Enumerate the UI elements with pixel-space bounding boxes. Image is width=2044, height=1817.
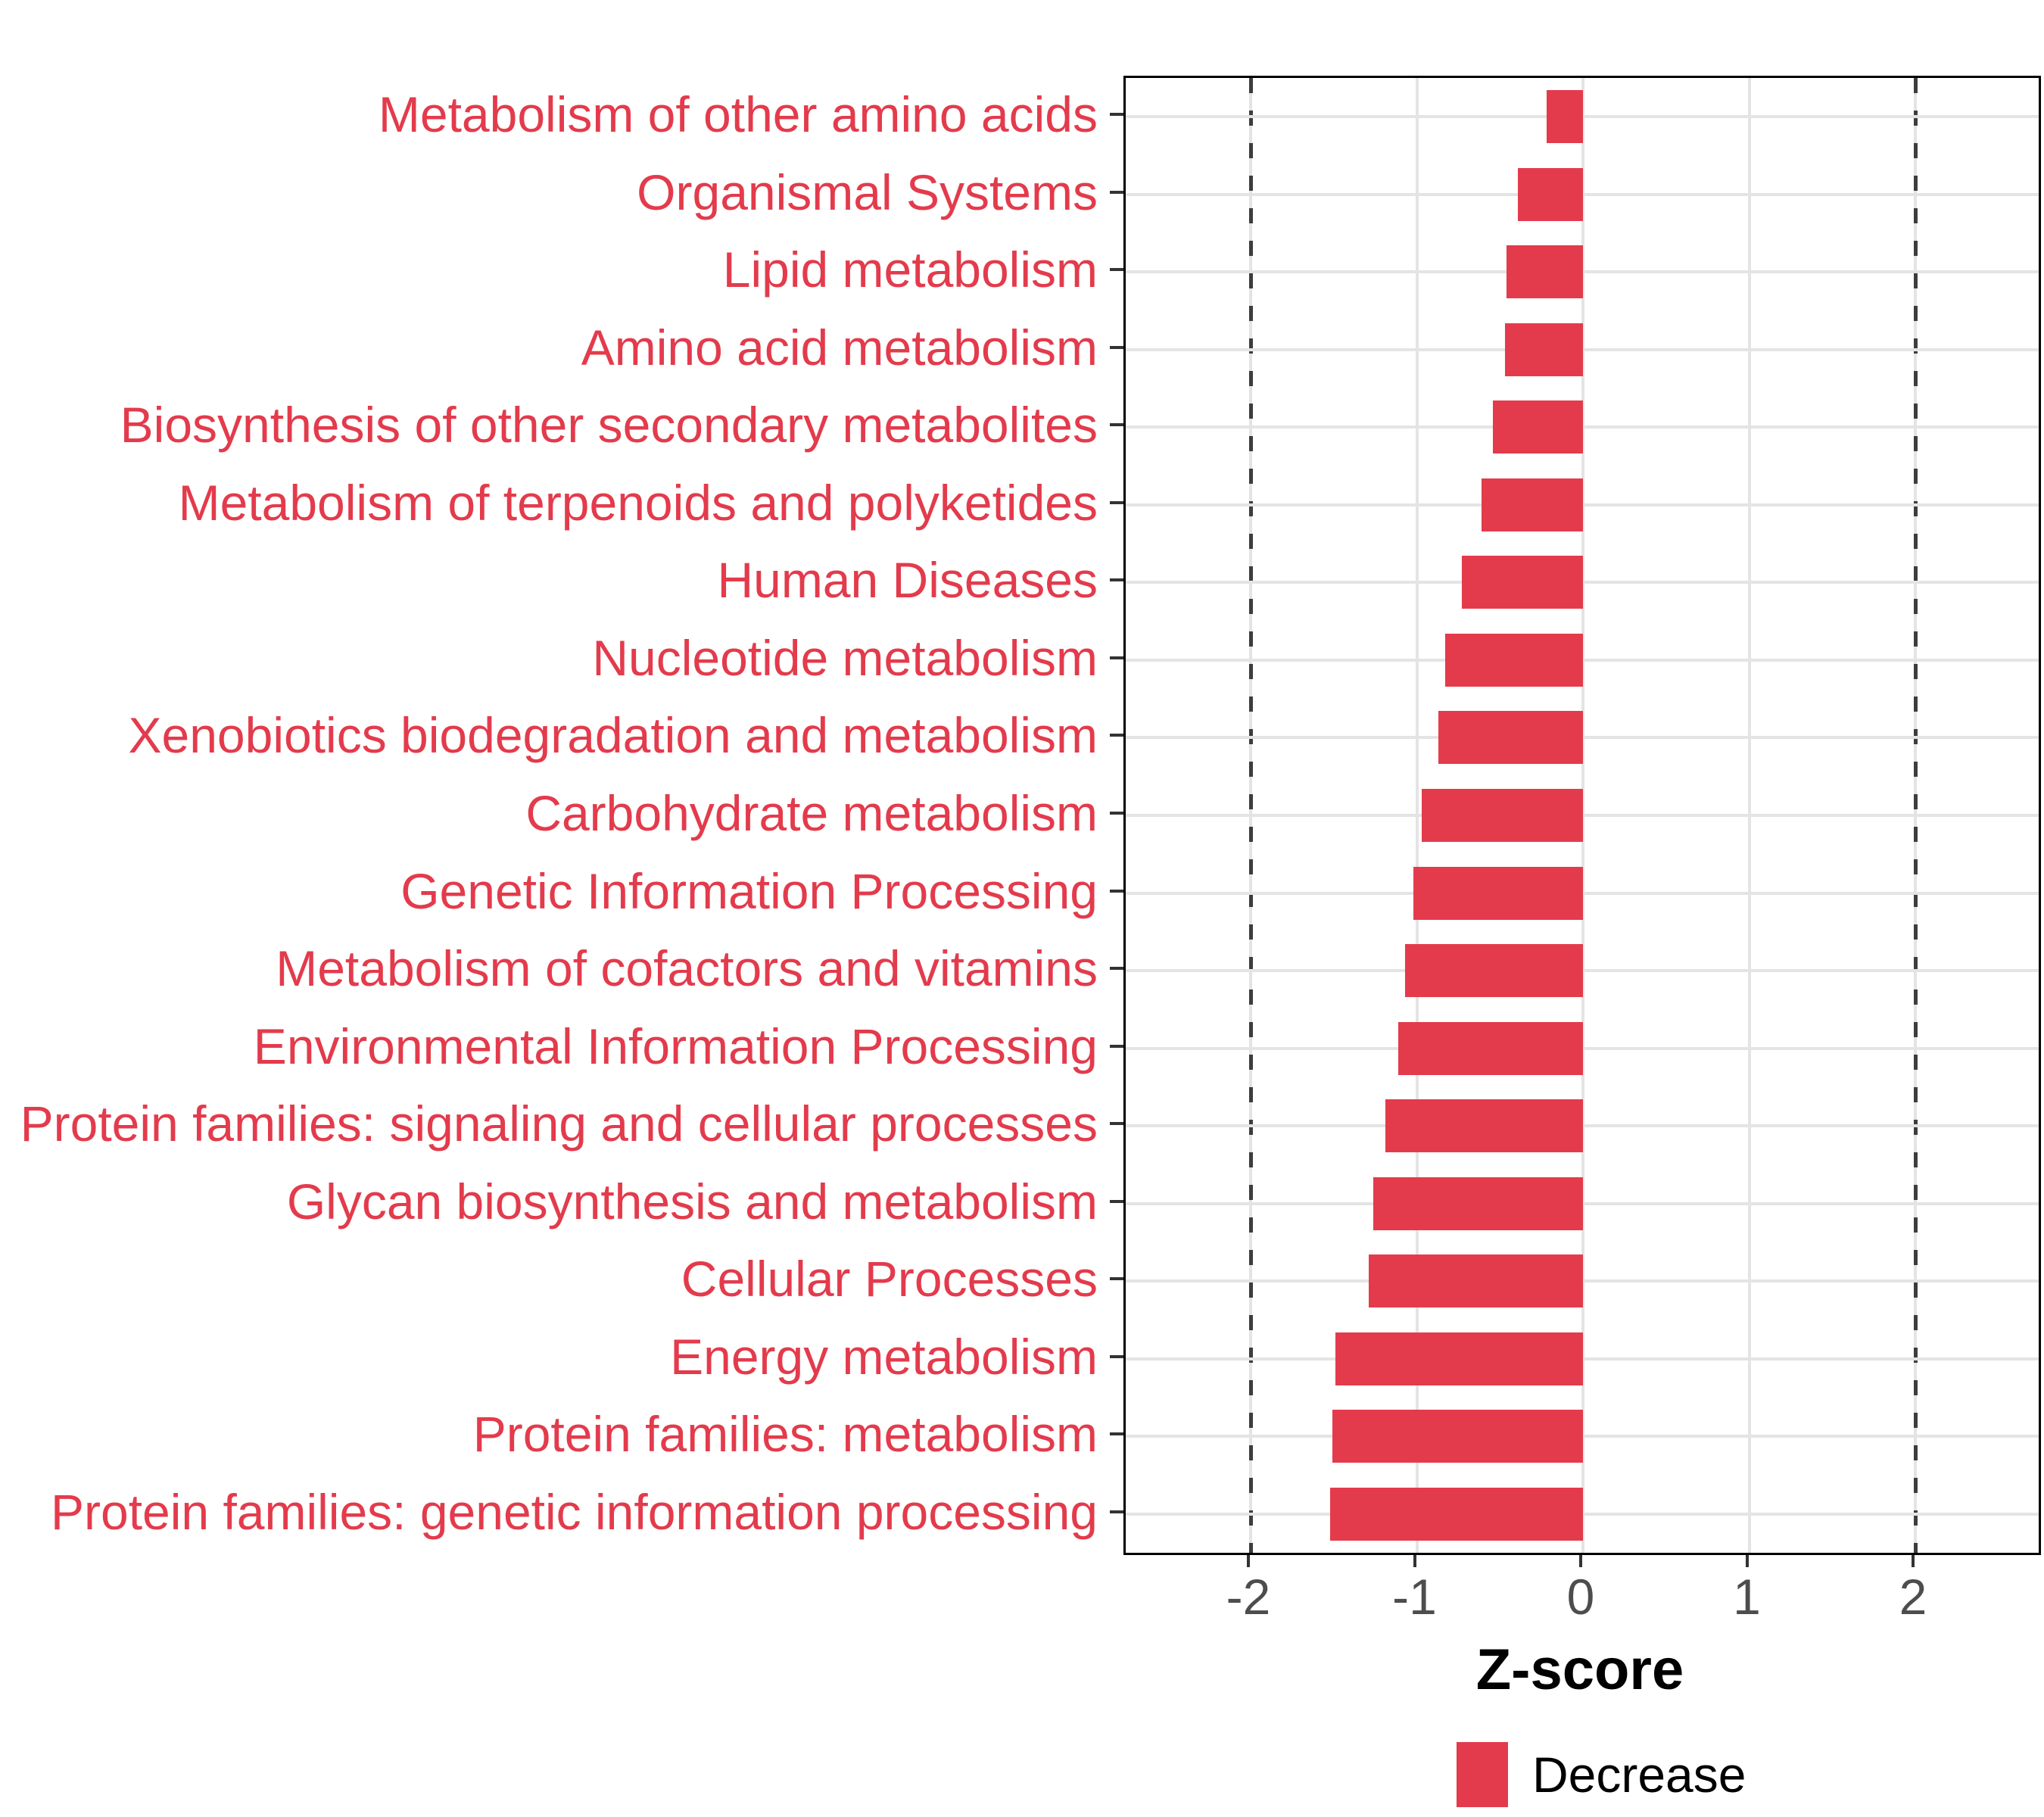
- x-tick: [1413, 1555, 1416, 1567]
- bar-16: [1368, 1254, 1583, 1308]
- category-label: Cellular Processes: [681, 1251, 1098, 1307]
- bar-4: [1504, 323, 1583, 376]
- y-tick: [1110, 1199, 1123, 1203]
- y-tick: [1110, 423, 1123, 427]
- y-tick: [1110, 1122, 1123, 1126]
- x-tick: [1745, 1555, 1749, 1567]
- legend: Decrease: [1457, 1741, 1746, 1808]
- category-label: Protein families: genetic information pr…: [50, 1483, 1098, 1540]
- bar-9: [1438, 711, 1583, 765]
- bar-1: [1546, 90, 1583, 144]
- bar-7: [1461, 556, 1583, 609]
- y-tick: [1110, 656, 1123, 659]
- bar-19: [1330, 1487, 1583, 1541]
- bar-8: [1444, 633, 1583, 687]
- y-tick: [1110, 113, 1123, 117]
- category-label: Biosynthesis of other secondary metaboli…: [120, 397, 1098, 453]
- y-tick: [1110, 578, 1123, 582]
- y-tick: [1110, 1510, 1123, 1513]
- category-label: Xenobiotics biodegradation and metabolis…: [128, 707, 1098, 764]
- category-label: Environmental Information Processing: [253, 1018, 1098, 1074]
- category-label: Metabolism of terpenoids and polyketides: [178, 474, 1098, 531]
- bar-3: [1507, 245, 1583, 299]
- y-tick: [1110, 1354, 1123, 1358]
- x-tick: [1247, 1555, 1250, 1567]
- category-label: Protein families: signaling and cellular…: [20, 1095, 1098, 1152]
- category-label: Protein families: metabolism: [472, 1406, 1098, 1463]
- category-label: Energy metabolism: [670, 1328, 1098, 1385]
- category-label: Nucleotide metabolism: [592, 629, 1098, 686]
- category-label: Glycan biosynthesis and metabolism: [286, 1173, 1098, 1230]
- bar-6: [1482, 478, 1583, 531]
- bar-2: [1518, 167, 1583, 221]
- y-tick: [1110, 1277, 1123, 1281]
- bar-10: [1422, 789, 1583, 842]
- x-tick: [1579, 1555, 1582, 1567]
- x-tick-label: -2: [1226, 1569, 1271, 1625]
- bar-5: [1493, 400, 1583, 454]
- x-tick: [1912, 1555, 1915, 1567]
- category-label: Amino acid metabolism: [581, 319, 1098, 376]
- y-tick: [1110, 1044, 1123, 1048]
- plot-panel: [1123, 76, 2041, 1555]
- y-tick: [1110, 268, 1123, 272]
- y-tick: [1110, 345, 1123, 349]
- category-label: Genetic Information Processing: [400, 862, 1098, 919]
- bar-12: [1405, 944, 1583, 998]
- legend-key-decrease-swatch: [1457, 1742, 1508, 1807]
- category-label: Human Diseases: [717, 552, 1098, 609]
- y-tick: [1110, 500, 1123, 504]
- category-label: Metabolism of cofactors and vitamins: [276, 940, 1098, 997]
- bar-14: [1385, 1099, 1583, 1153]
- category-label: Metabolism of other amino acids: [378, 86, 1098, 143]
- y-tick: [1110, 1432, 1123, 1436]
- y-tick: [1110, 734, 1123, 737]
- y-tick: [1110, 967, 1123, 971]
- x-tick-label: 0: [1566, 1569, 1595, 1625]
- bar-15: [1373, 1177, 1583, 1230]
- x-tick-label: 1: [1733, 1569, 1761, 1625]
- category-label: Carbohydrate metabolism: [525, 785, 1098, 841]
- category-label: Organismal Systems: [637, 164, 1098, 220]
- y-tick: [1110, 889, 1123, 893]
- x-axis-title: Z-score: [1475, 1638, 1684, 1702]
- y-tick: [1110, 190, 1123, 194]
- bar-17: [1335, 1332, 1583, 1385]
- category-label: Lipid metabolism: [722, 242, 1098, 298]
- bar-18: [1332, 1410, 1583, 1463]
- y-tick: [1110, 812, 1123, 815]
- legend-label-decrease: Decrease: [1532, 1747, 1746, 1803]
- x-tick-label: -1: [1392, 1569, 1437, 1625]
- x-tick-label: 2: [1899, 1569, 1927, 1625]
- bar-13: [1398, 1021, 1583, 1075]
- bar-11: [1413, 866, 1583, 920]
